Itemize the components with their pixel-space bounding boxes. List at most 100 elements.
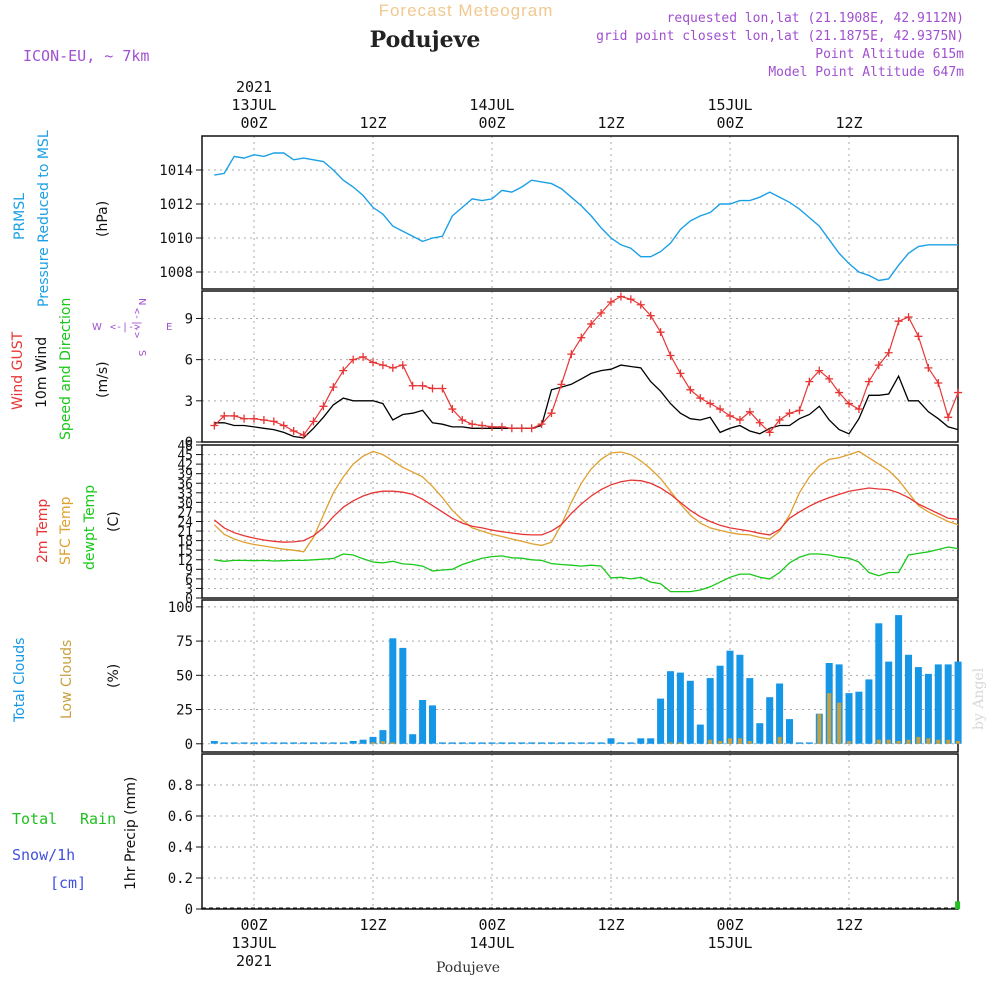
y-tick-label: 1010 [159,231,193,247]
low-cloud-bar [678,742,683,744]
total-cloud-bar [944,664,952,744]
year-top: 2021 [236,78,272,96]
sfc-temp-label: SFC Temp [58,496,74,565]
y-tick-label: 75 [176,634,193,650]
low-cloud-bar [956,741,961,744]
gust-marker [250,414,258,423]
gust-marker [924,363,933,372]
gust-marker [934,378,943,387]
low-cloud-bar [896,741,901,744]
precip-labels: Total Rain Snow/1h [cm] 1hr Precip (mm) [12,777,139,892]
gust-marker [805,377,814,386]
gust-marker [210,421,219,430]
panel-clouds: 0 25 50 75 100 [168,599,962,753]
total-cloud-bar [369,736,377,744]
date-label-bottom: 13JUL [231,934,276,952]
y-tick-label: 1008 [159,265,193,281]
gust-marker [398,361,407,370]
compass-w: W [92,322,102,333]
y-tick-label: 0.8 [168,778,193,794]
pressure-msl-label: Pressure Reduced to MSL [36,130,52,307]
gust-marker [438,384,447,393]
y-tick-label: 0.4 [168,840,193,856]
total-cloud-bar [786,719,793,744]
temp-2m-line [213,479,959,543]
footer-location: Podujeve [436,960,500,976]
gust-marker [914,332,923,341]
gust-marker [240,414,249,423]
total-cloud-bar [587,742,595,744]
panel-frame [201,135,959,290]
gust-marker [607,297,616,306]
clouds-unit: (%) [106,664,122,688]
total-cloud-bar [865,679,873,744]
total-cloud-bar [528,742,536,744]
compass-vertical: <-|-> [131,308,142,338]
total-cloud-bar [220,742,228,744]
low-cloud-bar [926,738,931,744]
total-cloud-bar [657,698,665,744]
y-tick-label: 0 [185,592,193,607]
gust-marker [686,385,695,394]
total-cloud-bar [895,615,903,744]
compass-arrow: <-|-> [110,322,140,333]
gust-marker [497,422,506,431]
total-cloud-bar [310,742,317,744]
gust-marker [428,384,437,393]
time-tick-top: 12Z [359,114,386,132]
gust-marker [597,308,606,317]
compass-s: S [136,350,147,356]
total-cloud-bar [676,672,684,744]
total-cloud-bar [240,742,248,744]
compass-e: E [166,322,172,333]
wind10m-label: 10m Wind [34,337,50,408]
y-tick-label: 6 [185,573,193,588]
gust-marker [319,402,328,411]
pressure-line [214,152,959,282]
product-title: Forecast Meteogram [379,1,554,20]
temp-labels: 2m Temp SFC Temp dewpt Temp (C) [35,485,122,570]
total-cloud-bar [478,742,486,744]
y-tick-label: 15 [177,544,193,559]
y-tick-label: 42 [177,458,193,473]
gust-marker [369,358,378,367]
gust-label: Wind GUST [10,331,26,410]
low-cloud-bar [817,713,822,744]
gust-marker [517,424,526,433]
total-cloud-bar [567,742,575,744]
date-label-top: 14JUL [469,96,514,114]
low-clouds-label: Low Clouds [59,640,75,719]
time-tick-bottom: 00Z [716,916,743,934]
total-cloud-bar [538,742,546,744]
total-clouds-label: Total Clouds [12,638,28,723]
panel-frame [201,290,959,443]
gust-marker [765,428,774,437]
gust-marker [676,369,685,378]
gust-marker [269,417,278,426]
date-label-bottom: 14JUL [469,934,514,952]
pressure-unit: (hPa) [95,201,111,237]
time-tick-bottom: 12Z [835,916,862,934]
y-tick-label: 0.6 [168,809,193,825]
total-cloud-bar [627,742,635,744]
low-cloud-bar [946,739,951,744]
total-cloud-bar [548,742,555,744]
total-cloud-bar [230,742,238,744]
requested-coords: requested lon,lat (21.1908E, 42.9112N) [667,11,964,26]
gust-marker [279,421,288,430]
time-tick-bottom: 00Z [478,916,505,934]
total-cloud-bar [875,623,883,744]
pressure-labels: PRMSL Pressure Reduced to MSL (hPa) [12,130,111,307]
y-tick-label: 36 [177,477,193,492]
y-tick-label: 24 [177,516,193,531]
time-tick-bottom: 12Z [359,916,386,934]
total-cloud-bar [250,742,258,744]
total-cloud-bar [686,680,694,744]
rain-label: Rain [80,810,116,828]
model-altitude: Model Point Altitude 647m [768,65,964,80]
gust-marker [815,366,824,375]
low-cloud-bar [847,741,851,744]
total-cloud-bar [637,738,645,744]
sfc-temp-line [213,450,959,553]
